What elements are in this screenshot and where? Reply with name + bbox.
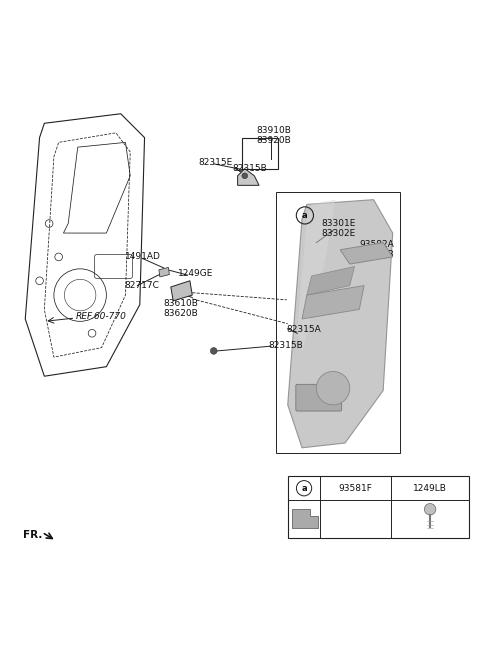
Text: 83301E
83302E: 83301E 83302E bbox=[321, 219, 356, 238]
Text: 82717C: 82717C bbox=[124, 281, 159, 290]
FancyBboxPatch shape bbox=[296, 384, 342, 411]
Text: a: a bbox=[301, 484, 307, 493]
Text: 1249LB: 1249LB bbox=[413, 484, 447, 493]
Polygon shape bbox=[297, 200, 336, 352]
Circle shape bbox=[424, 503, 436, 515]
Polygon shape bbox=[159, 267, 169, 277]
Text: 93582A
93582B: 93582A 93582B bbox=[360, 240, 394, 260]
Text: 82315A: 82315A bbox=[286, 325, 321, 334]
Text: 1249GE: 1249GE bbox=[178, 269, 213, 278]
Text: 93581F: 93581F bbox=[339, 484, 372, 493]
Polygon shape bbox=[171, 281, 192, 301]
Text: a: a bbox=[302, 211, 308, 220]
Polygon shape bbox=[238, 169, 259, 185]
Circle shape bbox=[316, 371, 350, 405]
Text: REF.60-770: REF.60-770 bbox=[75, 312, 126, 321]
Text: 83610B
83620B: 83610B 83620B bbox=[164, 299, 199, 318]
Circle shape bbox=[242, 173, 248, 179]
Text: 82315B: 82315B bbox=[233, 164, 267, 173]
Polygon shape bbox=[340, 242, 393, 264]
Circle shape bbox=[210, 348, 217, 354]
Text: 83910B
83920B: 83910B 83920B bbox=[257, 125, 291, 145]
Polygon shape bbox=[302, 286, 364, 319]
Text: 82315B: 82315B bbox=[269, 341, 303, 350]
Text: FR.: FR. bbox=[23, 530, 42, 539]
Text: 82315E: 82315E bbox=[198, 158, 232, 167]
Polygon shape bbox=[292, 509, 318, 528]
Text: 1491AD: 1491AD bbox=[124, 252, 160, 261]
FancyBboxPatch shape bbox=[288, 476, 469, 539]
Polygon shape bbox=[307, 267, 355, 295]
Polygon shape bbox=[288, 200, 393, 448]
